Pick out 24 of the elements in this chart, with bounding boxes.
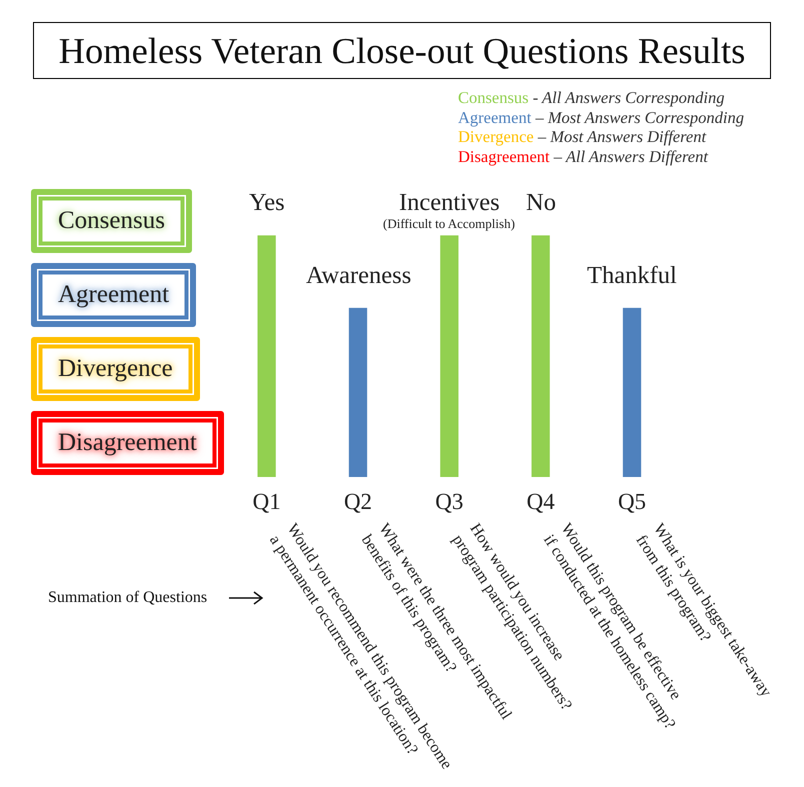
text: – Most Answers Corresponding	[534, 108, 744, 126]
annotation: Awareness	[306, 262, 412, 289]
x-tick-label: Q1	[252, 489, 281, 514]
x-tick-label: Q4	[526, 489, 556, 514]
legend-label: Disagreement	[458, 146, 550, 166]
text: Agreement	[458, 108, 532, 126]
annotation: Yes	[249, 189, 285, 216]
annotation: No	[526, 189, 556, 216]
text: – Most Answers Different	[536, 127, 706, 146]
annotation: Thankful	[587, 262, 677, 289]
legend-swatch: Disagreement	[31, 411, 224, 475]
x-tick-label: Q3	[435, 489, 464, 514]
legend-swatch: Agreement	[31, 263, 196, 327]
annotation: Incentives (Difficult to Accomplish)	[383, 189, 515, 231]
chart-title: Homeless Veteran Close-out Questions Results	[33, 22, 771, 79]
text: Summation of Questions	[48, 589, 208, 607]
text: - All Answers Corresponding	[532, 88, 724, 107]
legend-swatch: Divergence	[31, 337, 200, 401]
legend-swatch: Consensus	[31, 189, 192, 253]
x-tick-label: Q2	[344, 489, 372, 514]
text: – All Answers Different	[552, 146, 708, 166]
x-tick-label: Q5	[618, 489, 646, 514]
legend-label: Divergence	[458, 127, 534, 146]
text: Consensus	[458, 88, 529, 107]
